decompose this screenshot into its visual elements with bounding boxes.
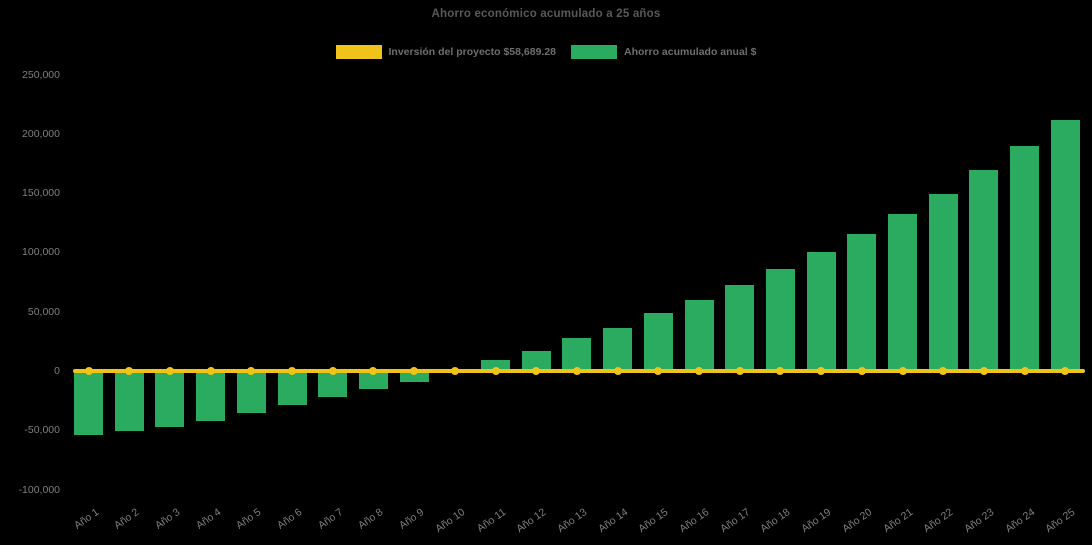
- bar-ano-7: [318, 371, 348, 398]
- x-tick-label-ano-1: Año 1: [71, 506, 101, 532]
- bar-ano-6: [277, 371, 307, 406]
- y-tick-label: 200,000: [22, 127, 60, 140]
- x-tick-label-ano-7: Año 7: [315, 506, 345, 532]
- x-tick-label-ano-18: Año 18: [758, 506, 793, 536]
- x-tick-label-ano-4: Año 4: [193, 506, 223, 532]
- x-tick-label-ano-22: Año 22: [921, 506, 956, 536]
- bar-ano-13: [562, 338, 592, 371]
- investment-marker-ano-7: [328, 367, 337, 375]
- bar-ano-18: [765, 269, 795, 371]
- bar-ano-2: [114, 371, 144, 432]
- investment-marker-ano-13: [572, 367, 581, 375]
- legend: Inversión del proyecto $58,689.28 Ahorro…: [0, 45, 1092, 59]
- bar-ano-22: [928, 193, 958, 371]
- y-tick-label: 50,000: [27, 305, 60, 318]
- bar-ano-4: [196, 371, 226, 421]
- legend-swatch-investment: [335, 45, 382, 59]
- bar-ano-12: [521, 350, 551, 371]
- investment-marker-ano-12: [532, 367, 541, 375]
- y-tick-label: 0: [54, 365, 60, 377]
- x-tick-label-ano-9: Año 9: [397, 506, 427, 532]
- bar-ano-11: [481, 360, 510, 371]
- x-tick-label-ano-15: Año 15: [636, 506, 671, 536]
- x-tick-label-ano-10: Año 10: [432, 506, 468, 536]
- bar-ano-14: [603, 327, 633, 371]
- x-tick-label-ano-25: Año 25: [1043, 506, 1078, 536]
- legend-label-savings: Ahorro acumulado anual $: [624, 46, 757, 58]
- x-tick-label-ano-14: Año 14: [595, 506, 630, 536]
- investment-marker-ano-10: [450, 367, 459, 375]
- bar-ano-8: [358, 371, 388, 389]
- chart-title: Ahorro económico acumulado a 25 años: [431, 8, 661, 20]
- x-tick-label-ano-21: Año 21: [880, 506, 915, 536]
- x-tick-label-ano-24: Año 24: [1002, 506, 1037, 536]
- y-tick-label: 150,000: [22, 187, 60, 200]
- investment-marker-ano-25: [1061, 367, 1070, 375]
- x-tick-label-ano-2: Año 2: [112, 506, 142, 532]
- x-tick-label-ano-20: Año 20: [839, 506, 875, 536]
- bar-ano-16: [684, 300, 714, 371]
- investment-marker-ano-19: [817, 367, 826, 375]
- investment-marker-ano-5: [247, 367, 256, 375]
- bar-ano-20: [847, 234, 877, 371]
- bar-ano-3: [155, 371, 185, 427]
- bar-ano-15: [643, 313, 673, 371]
- legend-label-investment: Inversión del proyecto $58,689.28: [388, 46, 557, 58]
- legend-swatch-savings: [571, 45, 618, 59]
- investment-marker-ano-16: [695, 367, 703, 375]
- x-tick-label-ano-8: Año 8: [356, 506, 386, 532]
- bar-ano-1: [74, 371, 103, 436]
- investment-marker-ano-2: [125, 367, 134, 375]
- bar-ano-25: [1050, 120, 1080, 371]
- bar-ano-9: [399, 371, 429, 383]
- y-tick-label: 100,000: [22, 246, 60, 259]
- investment-marker-ano-18: [776, 367, 785, 375]
- investment-marker-ano-22: [939, 367, 948, 375]
- bar-ano-19: [806, 251, 836, 371]
- x-tick-label-ano-12: Año 12: [514, 506, 549, 536]
- y-tick-label: 250,000: [22, 68, 60, 81]
- investment-marker-ano-3: [165, 367, 174, 375]
- bar-ano-23: [969, 169, 999, 371]
- investment-marker-ano-6: [288, 367, 296, 375]
- x-tick-label-ano-19: Año 19: [799, 506, 834, 536]
- investment-marker-ano-21: [898, 367, 907, 375]
- investment-marker-ano-23: [979, 367, 988, 375]
- bar-ano-21: [888, 213, 917, 371]
- investment-marker-ano-1: [84, 367, 93, 375]
- bar-ano-17: [725, 285, 755, 371]
- investment-marker-ano-11: [491, 367, 500, 375]
- x-tick-label-ano-16: Año 16: [677, 506, 712, 536]
- y-tick-label: -100,000: [18, 483, 60, 496]
- investment-marker-ano-20: [857, 367, 866, 375]
- investment-marker-ano-17: [735, 367, 744, 375]
- x-tick-label-ano-23: Año 23: [962, 506, 997, 536]
- x-tick-label-ano-6: Año 6: [274, 506, 305, 532]
- investment-marker-ano-9: [410, 367, 419, 375]
- investment-marker-ano-15: [654, 367, 663, 375]
- investment-marker-ano-8: [369, 367, 378, 375]
- x-tick-label-ano-17: Año 17: [717, 506, 752, 536]
- investment-marker-ano-14: [613, 367, 622, 375]
- x-tick-label-ano-3: Año 3: [152, 506, 183, 532]
- x-tick-label-ano-13: Año 13: [555, 506, 590, 536]
- bar-ano-5: [236, 371, 266, 414]
- x-tick-label-ano-11: Año 11: [474, 506, 508, 535]
- bar-ano-24: [1010, 145, 1040, 371]
- investment-marker-ano-24: [1020, 367, 1029, 375]
- x-tick-label-ano-5: Año 5: [234, 506, 264, 532]
- legend-item-investment: Inversión del proyecto $58,689.28: [335, 45, 557, 59]
- y-tick-label: -50,000: [24, 424, 60, 437]
- investment-marker-ano-4: [206, 367, 215, 375]
- legend-item-savings: Ahorro acumulado anual $: [571, 45, 756, 59]
